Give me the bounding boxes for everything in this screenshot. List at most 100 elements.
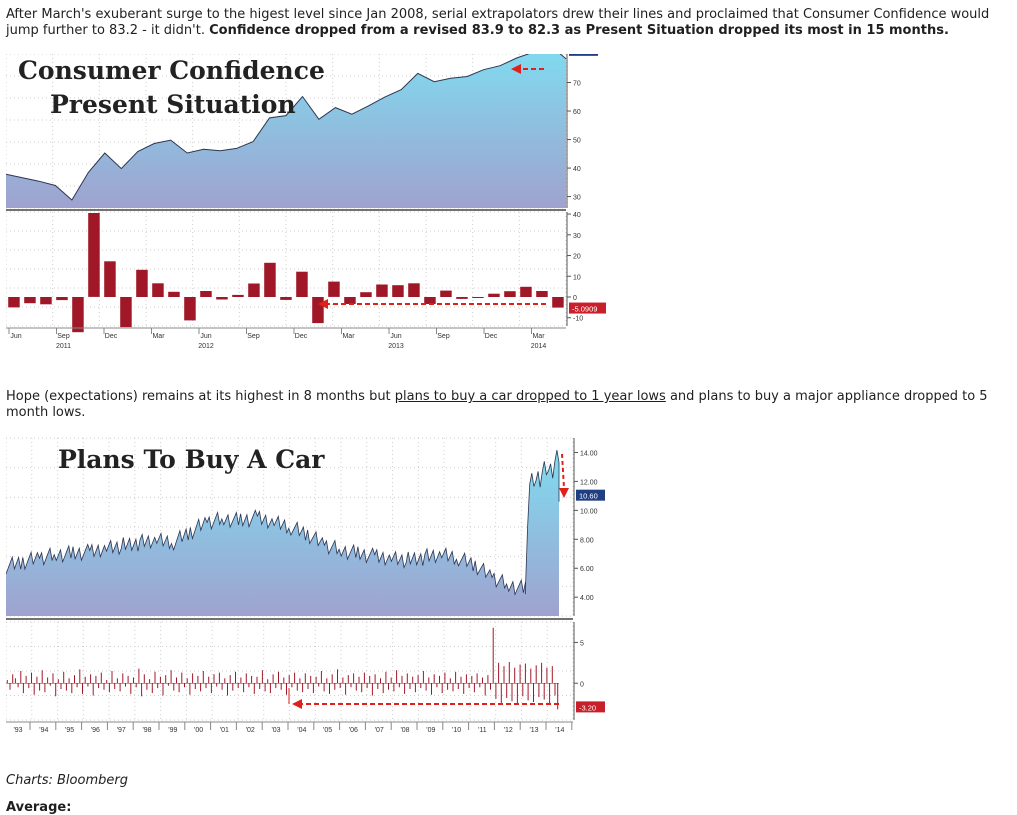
x-tick-label: '97	[117, 727, 126, 734]
car-last-badge-bg	[576, 489, 605, 501]
x-tick-label: Dec	[105, 333, 118, 340]
x-tick-label: '09	[426, 727, 435, 734]
x-tick-label: Dec	[295, 333, 308, 340]
x-tick-year: 2014	[531, 343, 547, 350]
car-area-yaxis-tick-label: 8.00	[580, 537, 594, 544]
hope-text: Hope (expectations) remains at its highe…	[6, 389, 395, 404]
change-bar	[24, 297, 36, 304]
x-tick-label: Mar	[532, 333, 545, 340]
change-bar	[312, 297, 324, 324]
x-tick-label: '01	[220, 727, 229, 734]
cc-bars-last-badge-bg	[569, 302, 606, 314]
x-tick-label: '98	[142, 727, 151, 734]
x-tick-label: '13	[529, 727, 538, 734]
change-bar	[200, 291, 212, 297]
x-tick-year: 2012	[198, 343, 214, 350]
change-bar	[472, 297, 484, 298]
change-bar	[456, 297, 468, 299]
intro-paragraph: After March's exuberant surge to the hig…	[6, 7, 1010, 39]
present-situation-area	[6, 54, 566, 208]
cc-area-yaxis-tick-label: 60	[573, 109, 581, 116]
x-tick-label: '11	[478, 727, 487, 734]
plans-car-area	[6, 450, 559, 616]
area-arrow-line	[561, 453, 565, 489]
consumer-confidence-svg: Consumer Confidence Present Situation 70 60…	[6, 54, 606, 350]
change-bar	[520, 286, 532, 297]
x-tick-label: '95	[65, 727, 74, 734]
change-bar	[344, 297, 356, 304]
cc-bars-yaxis-tick-label: 20	[573, 254, 581, 261]
change-bar	[360, 292, 372, 297]
change-bar	[328, 281, 340, 297]
x-tick-label: '94	[39, 727, 48, 734]
present-situation-line	[6, 54, 567, 201]
change-bar	[504, 291, 516, 297]
cc-area-yaxis-tick-label: 70	[573, 81, 581, 88]
cc-bars-yaxis-tick-label: 30	[573, 233, 581, 240]
car-bars-yaxis-tick-label: 0	[580, 681, 584, 688]
x-tick-label: Sep	[57, 333, 70, 340]
change-bar	[424, 297, 436, 304]
x-tick-label: Sep	[247, 333, 260, 340]
x-tick-label: '14	[555, 727, 564, 734]
car-lows-link[interactable]: plans to buy a car dropped to 1 year low…	[394, 389, 666, 404]
change-bar	[72, 297, 84, 333]
intro-text: After March's exuberant surge to the hig…	[6, 7, 990, 38]
x-tick-label: '96	[91, 727, 100, 734]
x-tick-label: '99	[168, 727, 177, 734]
car-bars-last-badge-bg	[576, 701, 605, 713]
change-bar	[216, 297, 228, 300]
change-bar	[376, 284, 388, 297]
change-bar	[120, 297, 132, 328]
x-tick-label: '10	[452, 727, 461, 734]
chart-title-line2: Present Situation	[50, 90, 296, 119]
cc-bars-yaxis-tick-label: 0	[573, 295, 577, 302]
change-bar	[408, 283, 420, 297]
plans-to-buy-car-chart: Plans To Buy A Car 14.00 12.00 10.00 8.00 6.0…	[6, 432, 606, 742]
cc-bars-yaxis-tick-label: 40	[573, 212, 581, 219]
car-area-yaxis-tick-label: 6.00	[580, 566, 594, 573]
chart-title: Plans To Buy A Car	[58, 445, 325, 474]
car-last-badge-text: 10.60	[579, 492, 598, 501]
change-bar	[440, 290, 452, 297]
car-area-yaxis-tick-label: 14.00	[580, 450, 598, 457]
x-tick-label: '08	[400, 727, 409, 734]
x-tick-year: 2011	[56, 343, 71, 350]
car-area-yaxis-tick-label: 12.00	[580, 479, 598, 486]
change-bar	[40, 297, 52, 305]
change-bar	[552, 297, 564, 308]
cc-last-badge-text: 78.30	[572, 54, 591, 56]
car-bars-yaxis-tick-label: 5	[580, 640, 584, 647]
change-bar	[136, 269, 148, 297]
plans-car-line	[6, 450, 560, 596]
change-bar	[264, 262, 276, 297]
car-bars-last-badge-text: -3.20	[579, 703, 596, 712]
change-bar	[88, 213, 100, 297]
x-tick-label: '03	[271, 727, 280, 734]
x-tick-label: Jun	[390, 333, 401, 340]
hope-text-end: and plans to buy a major appliance dropp…	[6, 389, 988, 420]
change-bar	[184, 297, 196, 321]
x-tick-label: Sep	[437, 333, 450, 340]
change-bar	[280, 297, 292, 300]
x-tick-label: '07	[375, 727, 384, 734]
change-bar	[168, 291, 180, 297]
average-heading: Average:	[6, 800, 72, 815]
cc-area-yaxis-tick-label: 40	[573, 166, 581, 173]
x-tick-label: Jun	[10, 333, 21, 340]
x-tick-label: '02	[246, 727, 255, 734]
x-tick-label: '06	[349, 727, 358, 734]
change-bar	[104, 261, 116, 297]
x-tick-label: Dec	[485, 333, 498, 340]
car-area-yaxis-tick-label: 10.00	[580, 508, 598, 515]
cc-area-yaxis-tick-label: 30	[573, 195, 581, 202]
change-bar	[296, 271, 308, 297]
cc-bars-yaxis-tick-label: 10	[573, 274, 581, 281]
x-tick-label: '12	[504, 727, 513, 734]
cc-last-badge-bg	[569, 54, 598, 56]
area-arrow-head	[559, 488, 569, 498]
consumer-confidence-chart: Consumer Confidence Present Situation 70 60…	[6, 54, 606, 354]
chart-title-line1: Consumer Confidence	[18, 56, 325, 85]
cc-bars-yaxis-tick-label: -10	[573, 316, 583, 323]
change-bar	[392, 285, 404, 297]
